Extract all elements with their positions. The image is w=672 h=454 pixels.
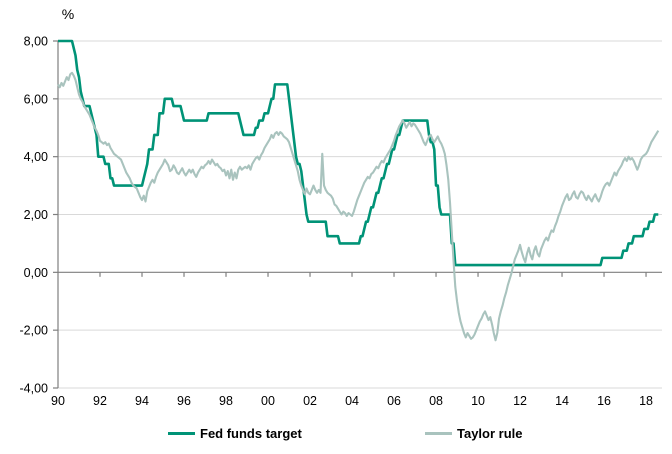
x-axis-tick-label: 16 <box>597 394 611 408</box>
x-axis-tick-label: 98 <box>219 394 233 408</box>
y-axis-unit-label: % <box>61 6 75 22</box>
x-axis-tick-label: 14 <box>555 394 569 408</box>
x-axis-tick-label: 00 <box>261 394 275 408</box>
x-axis-tick-label: 90 <box>51 394 65 408</box>
x-axis-tick-label: 10 <box>471 394 485 408</box>
x-axis-tick-label: 12 <box>513 394 527 408</box>
x-axis-tick-label: 06 <box>387 394 401 408</box>
x-axis-tick-label: 04 <box>345 394 359 408</box>
legend-label-fed-funds: Fed funds target <box>200 425 302 441</box>
x-axis-tick-label: 96 <box>177 394 191 408</box>
y-axis-tick-label: 2,00 <box>24 208 48 222</box>
legend-item-taylor-rule: Taylor rule <box>425 423 523 443</box>
legend-line-swatch-taylor-rule <box>425 431 452 435</box>
x-axis-tick-label: 18 <box>639 394 653 408</box>
x-axis-tick-label: 92 <box>93 394 107 408</box>
series-line-taylor-rule <box>57 71 660 342</box>
legend-label-taylor-rule: Taylor rule <box>457 425 523 441</box>
x-axis-tick-label: 02 <box>303 394 317 408</box>
y-axis-tick-label: 0,00 <box>24 266 48 280</box>
x-axis-tick-label: 94 <box>135 394 149 408</box>
chart-legend: Fed funds target Taylor rule <box>0 423 672 447</box>
y-axis-tick-label: -4,00 <box>20 382 49 396</box>
legend-item-fed-funds-target: Fed funds target <box>168 423 302 443</box>
y-axis-tick-label: -2,00 <box>20 324 49 338</box>
x-axis-tick-label: 08 <box>429 394 443 408</box>
legend-line-swatch-fed-funds <box>168 431 195 435</box>
series-line-fed-funds-target <box>58 39 659 267</box>
y-axis-tick-label: 6,00 <box>24 92 48 106</box>
y-axis-tick-label: 4,00 <box>24 150 48 164</box>
y-axis-tick-label: 8,00 <box>24 35 48 49</box>
